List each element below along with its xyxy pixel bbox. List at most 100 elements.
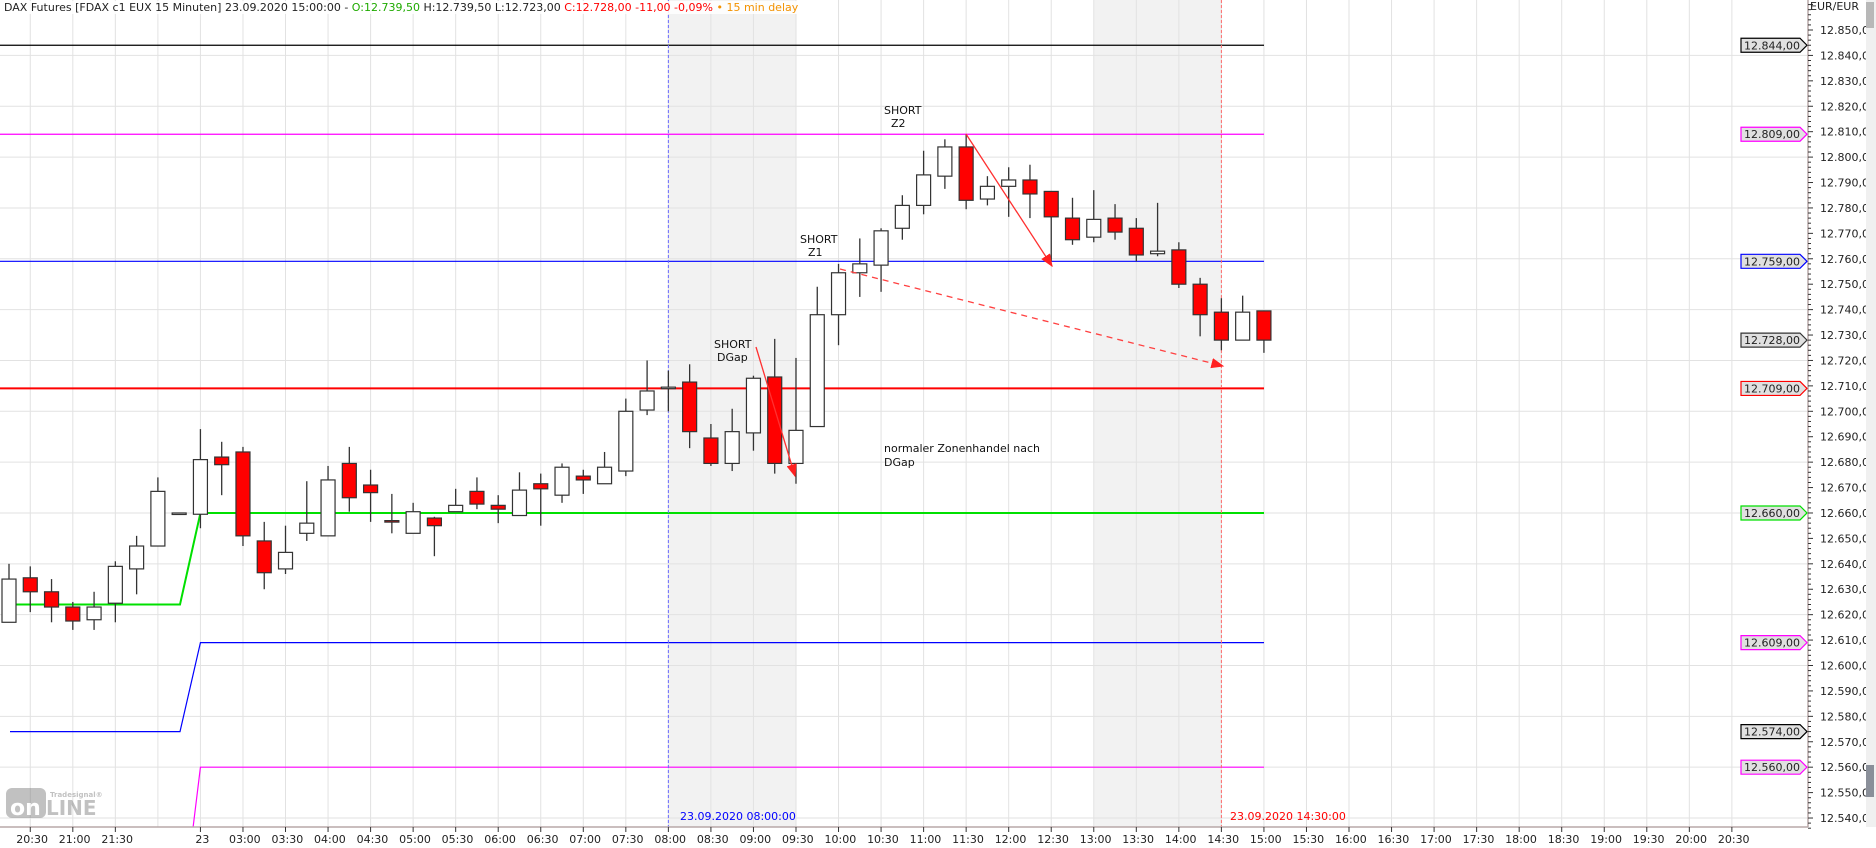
svg-text:Tradesignal®: Tradesignal®: [50, 791, 103, 799]
candle-body[interactable]: [1022, 179, 1038, 195]
candle-body[interactable]: [65, 606, 81, 622]
time-tick-label: 14:00: [1165, 833, 1197, 846]
candle-body[interactable]: [852, 263, 868, 274]
candle-body[interactable]: [1128, 227, 1144, 256]
candle-body[interactable]: [660, 386, 676, 390]
candle-body[interactable]: [767, 376, 783, 465]
annotation-short-z2-line2[interactable]: Z2: [891, 117, 906, 130]
candle-body[interactable]: [682, 381, 698, 433]
time-tick-label: 21:00: [59, 833, 91, 846]
candle-body[interactable]: [22, 577, 38, 593]
candle-body[interactable]: [873, 230, 889, 266]
candle-body[interactable]: [1256, 310, 1272, 341]
candle-body[interactable]: [448, 504, 464, 513]
candle-body[interactable]: [299, 522, 315, 534]
candle-body[interactable]: [1235, 311, 1251, 341]
candle-body[interactable]: [979, 185, 996, 200]
candle-body[interactable]: [129, 545, 145, 570]
candle-body[interactable]: [256, 540, 272, 574]
candle-body[interactable]: [107, 565, 123, 604]
candle-body[interactable]: [192, 458, 209, 515]
candle-body[interactable]: [1192, 283, 1208, 316]
step-level-line[interactable]: [10, 642, 1264, 733]
time-axis-bg: [0, 827, 1808, 848]
candle-body[interactable]: [618, 410, 634, 472]
candle-body[interactable]: [937, 146, 953, 177]
annotation-short-z1-line2[interactable]: Z1: [808, 246, 823, 259]
candle-body[interactable]: [43, 591, 60, 608]
candle-body[interactable]: [384, 520, 400, 523]
candle-body[interactable]: [830, 272, 847, 316]
candle-body[interactable]: [958, 146, 974, 201]
annotation-short-z2-line1[interactable]: SHORT: [884, 104, 922, 117]
scrollbar-thumb-top[interactable]: [1866, 2, 1874, 28]
price-tick-label: 12.600,00: [1820, 660, 1876, 673]
candle-body[interactable]: [1043, 190, 1059, 218]
trend-arrow-dgap[interactable]: [755, 346, 797, 478]
candle-body[interactable]: [596, 466, 613, 485]
candle-body[interactable]: [277, 551, 294, 570]
price-tick-label: 12.820,00: [1820, 100, 1876, 113]
time-tick-label: 12:00: [995, 833, 1027, 846]
candle-body[interactable]: [724, 431, 740, 465]
currency-label: EUR/EUR: [1810, 0, 1859, 13]
candle-body[interactable]: [362, 484, 379, 494]
candle-body[interactable]: [533, 483, 549, 490]
instrument-title: DAX Futures [FDAX c1 EUX 15 Minuten] 23.…: [4, 1, 352, 14]
candle-body[interactable]: [916, 174, 932, 206]
candle-body[interactable]: [788, 429, 804, 465]
candle-body[interactable]: [469, 490, 485, 505]
candle-body[interactable]: [405, 511, 421, 534]
candle-body[interactable]: [1001, 179, 1017, 187]
time-tick-label: 09:30: [782, 833, 814, 846]
annotation-short-z1-line1[interactable]: SHORT: [800, 233, 838, 246]
price-tick-label: 12.810,00: [1820, 126, 1876, 139]
price-tick-label: 12.740,00: [1820, 304, 1876, 317]
candle-body[interactable]: [575, 475, 591, 481]
candle-body[interactable]: [894, 204, 910, 229]
price-marker: [1740, 37, 1808, 53]
price-marker: [1740, 253, 1808, 269]
price-marker-label: 12.709,00: [1744, 382, 1800, 395]
price-tick-label: 12.710,00: [1820, 380, 1876, 393]
candle-body[interactable]: [1149, 250, 1166, 255]
time-tick-label: 17:00: [1420, 833, 1452, 846]
annotation-zonenhandel-line1[interactable]: normaler Zonenhandel nach: [884, 442, 1040, 455]
candle-body[interactable]: [1064, 217, 1081, 241]
time-tick-label: 08:00: [654, 833, 686, 846]
end-date-marker: 23.09.2020 14:30:00: [1230, 810, 1346, 823]
candle-body[interactable]: [426, 517, 442, 527]
candle-body[interactable]: [150, 490, 166, 547]
candle-body[interactable]: [235, 451, 251, 537]
annotation-zonenhandel-line2[interactable]: DGap: [884, 456, 915, 469]
price-marker-label: 12.609,00: [1744, 637, 1800, 650]
candle-body[interactable]: [320, 479, 336, 537]
step-level-line[interactable]: [10, 511, 1264, 606]
candle-body[interactable]: [745, 377, 762, 434]
candle-body[interactable]: [639, 390, 655, 411]
price-tick-label: 12.670,00: [1820, 482, 1876, 495]
candle-body[interactable]: [341, 462, 357, 499]
price-scrollbar[interactable]: [1866, 0, 1876, 827]
candle-body[interactable]: [554, 466, 570, 496]
candle-body[interactable]: [1086, 218, 1102, 238]
candle-body[interactable]: [1, 578, 17, 623]
delay-badge: • 15 min delay: [712, 1, 799, 14]
trend-arrow-z2[interactable]: [965, 133, 1053, 268]
candle-body[interactable]: [171, 512, 187, 516]
scrollbar-thumb-bottom[interactable]: [1866, 765, 1874, 797]
candle-body[interactable]: [703, 437, 719, 465]
candle-body[interactable]: [809, 314, 825, 428]
price-marker-label: 12.759,00: [1744, 255, 1800, 268]
candle-body[interactable]: [511, 489, 528, 517]
candle-body[interactable]: [1213, 311, 1229, 341]
annotation-short-dgap-line1[interactable]: SHORT: [714, 338, 752, 351]
time-tick-label: 08:30: [697, 833, 729, 846]
candle-body[interactable]: [86, 606, 102, 621]
candle-body[interactable]: [214, 456, 230, 466]
candle-body[interactable]: [1171, 249, 1187, 285]
annotation-short-dgap-line2[interactable]: DGap: [717, 351, 748, 364]
candle-body[interactable]: [490, 504, 506, 510]
candle-body[interactable]: [1107, 217, 1123, 233]
